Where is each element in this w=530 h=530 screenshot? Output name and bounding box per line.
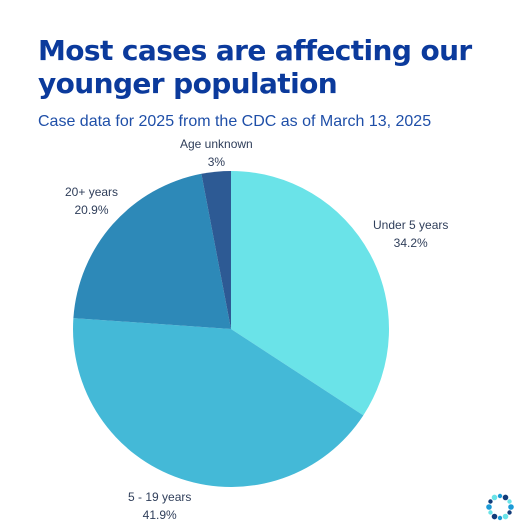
logo-dot [488, 499, 493, 504]
logo-dot [486, 504, 492, 510]
chart-title: Most cases are affecting our younger pop… [38, 34, 472, 100]
pie-slice-5-19 [73, 318, 364, 487]
slice-label-under-5-value: 34.2% [393, 236, 428, 250]
logo-dot [497, 515, 503, 521]
dotted-ring-logo-icon [486, 493, 514, 521]
slice-label-age-unknown-name: Age unknown [180, 137, 253, 151]
logo-dot [508, 504, 514, 510]
logo-dot [502, 494, 509, 501]
logo-dot [488, 510, 493, 515]
slice-label-age-unknown-value: 3% [207, 155, 226, 169]
pie-slice-age-unknown [201, 171, 231, 329]
slice-label-under-5-name: Under 5 years [373, 218, 449, 232]
logo-dot [497, 493, 503, 499]
logo-dot [491, 513, 498, 520]
logo-dot [507, 510, 512, 515]
slice-label-age-unknown: Age unknown 3% [180, 135, 253, 171]
logo-dot [507, 499, 512, 504]
logo-dot [502, 513, 509, 520]
slice-label-5-19-value: 41.9% [142, 508, 177, 522]
slice-label-5-19: 5 - 19 years 41.9% [128, 488, 191, 524]
chart-subtitle: Case data for 2025 from the CDC as of Ma… [38, 113, 432, 130]
slice-label-20-plus-value: 20.9% [74, 203, 109, 217]
slice-label-5-19-name: 5 - 19 years [128, 490, 192, 504]
slice-label-20-plus-name: 20+ years [65, 185, 119, 199]
pie-slice-20-plus [73, 173, 231, 329]
slice-label-20-plus: 20+ years 20.9% [65, 183, 118, 219]
pie-slice-under-5 [231, 171, 390, 416]
logo-dot [491, 494, 498, 501]
slice-label-under-5: Under 5 years 34.2% [373, 216, 448, 252]
